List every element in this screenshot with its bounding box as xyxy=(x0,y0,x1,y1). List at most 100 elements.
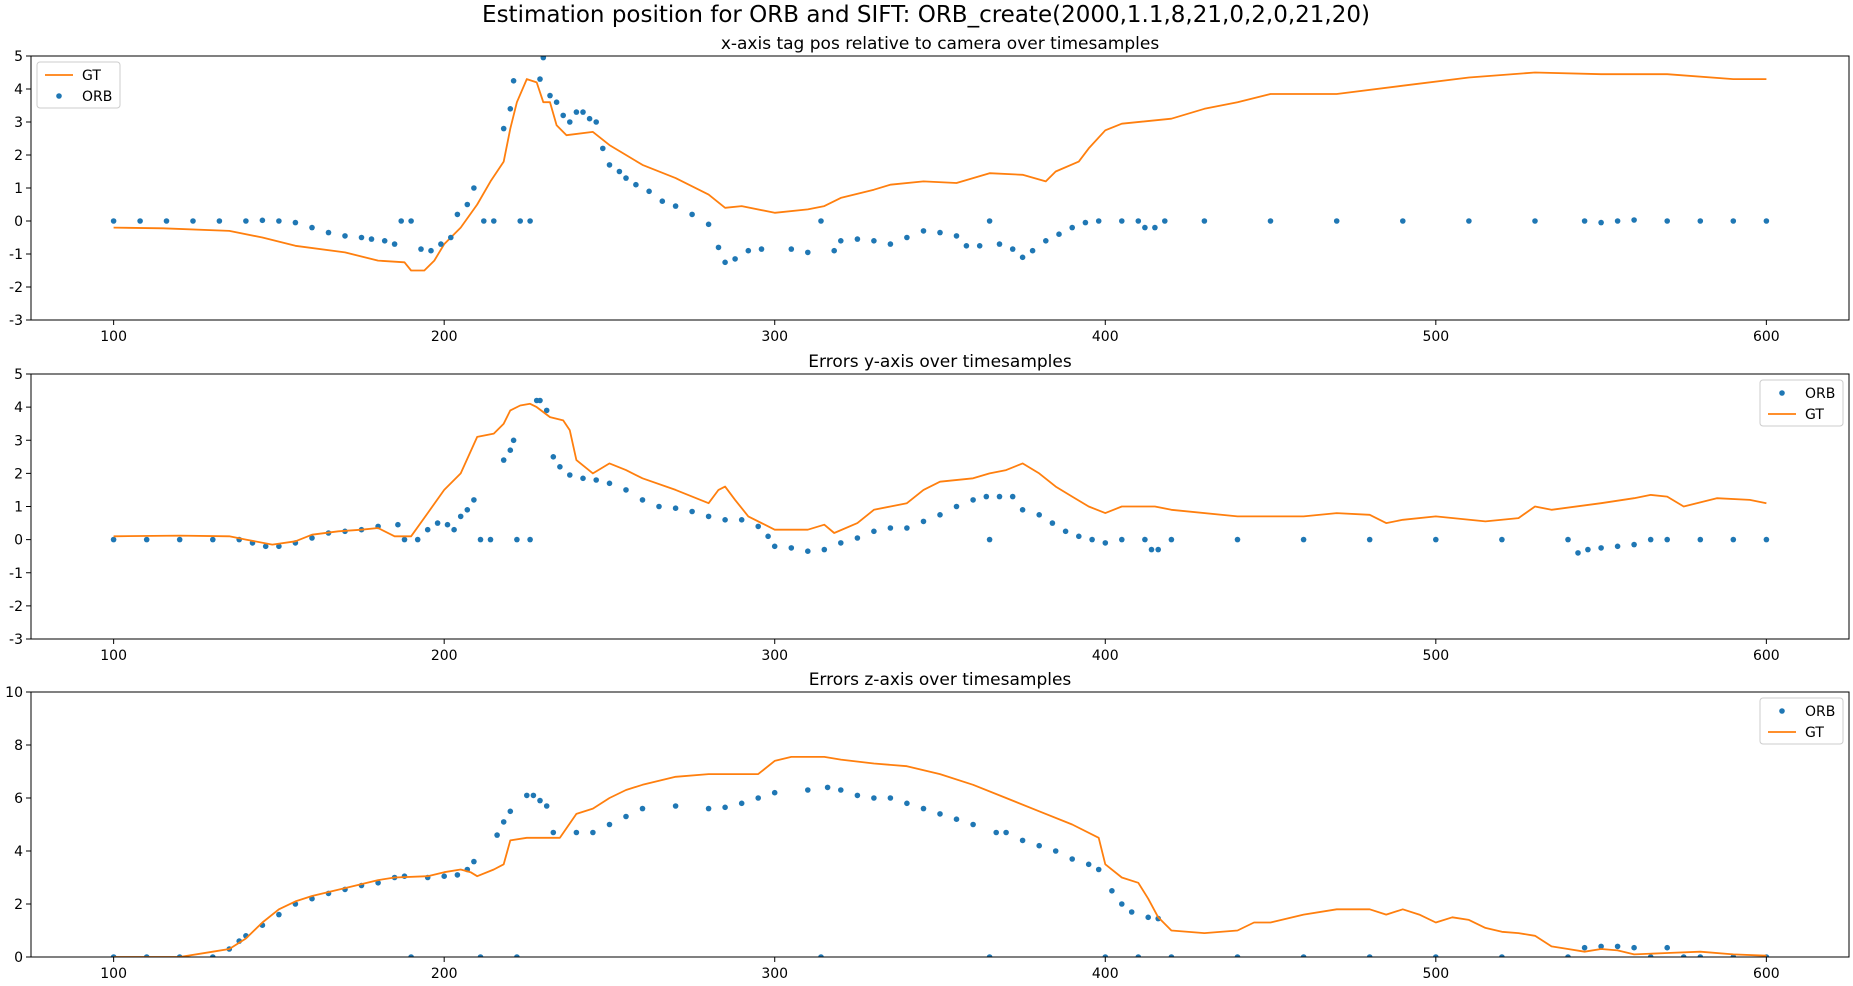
orb-marker xyxy=(110,218,117,224)
orb-marker xyxy=(143,536,150,543)
orb-marker xyxy=(1565,954,1571,957)
orb-marker xyxy=(524,792,530,799)
orb-marker xyxy=(454,211,461,218)
orb-marker xyxy=(993,829,999,836)
orb-marker xyxy=(1043,238,1049,244)
orb-marker xyxy=(1155,546,1161,553)
orb-marker xyxy=(715,244,722,251)
orb-marker xyxy=(471,185,477,191)
subplot-title: Errors z-axis over timesamples xyxy=(809,670,1072,690)
x-tick-label: 200 xyxy=(431,329,458,345)
y-tick-label: -1 xyxy=(9,566,23,582)
x-tick-label: 300 xyxy=(761,329,788,345)
orb-marker xyxy=(765,533,771,540)
orb-marker xyxy=(1135,954,1142,957)
orb-marker xyxy=(904,234,910,241)
orb-marker xyxy=(805,787,811,793)
y-tick-label: 4 xyxy=(14,844,23,860)
legend-label-orb: ORB xyxy=(1805,704,1835,720)
orb-marker xyxy=(464,201,471,208)
orb-marker xyxy=(838,787,844,793)
orb-marker xyxy=(557,464,563,470)
y-tick-label: 10 xyxy=(5,685,23,701)
orb-marker xyxy=(434,520,441,526)
orb-marker xyxy=(887,525,894,531)
orb-marker xyxy=(1168,954,1175,957)
orb-marker xyxy=(418,246,424,252)
orb-marker xyxy=(1598,545,1604,551)
orb-marker xyxy=(1466,218,1472,224)
orb-marker xyxy=(391,241,398,247)
orb-marker xyxy=(514,954,520,957)
orb-marker xyxy=(210,536,216,543)
orb-marker xyxy=(540,56,547,61)
orb-marker xyxy=(494,832,500,838)
orb-marker xyxy=(414,536,421,543)
orb-marker xyxy=(623,813,629,820)
orb-marker xyxy=(758,246,765,252)
x-tick-label: 600 xyxy=(1753,329,1780,345)
orb-marker xyxy=(1076,533,1082,540)
orb-marker xyxy=(441,873,448,879)
orb-marker xyxy=(1052,848,1059,854)
legend: GT ORB xyxy=(36,61,121,109)
orb-marker xyxy=(537,797,543,804)
orb-marker xyxy=(163,218,170,224)
x-tick-label: 300 xyxy=(761,648,788,664)
orb-marker xyxy=(1300,954,1307,957)
x-tick-label: 500 xyxy=(1422,966,1449,982)
orb-marker xyxy=(1162,218,1168,224)
orb-marker xyxy=(623,175,629,181)
orb-marker xyxy=(448,234,454,241)
x-tick-label: 400 xyxy=(1092,648,1119,664)
plot-area xyxy=(110,56,1770,272)
orb-marker xyxy=(639,805,646,812)
orb-marker xyxy=(1135,218,1142,224)
orb-marker xyxy=(567,119,573,125)
orb-marker xyxy=(639,497,646,503)
orb-marker xyxy=(871,795,877,801)
x-tick-label: 100 xyxy=(100,329,127,345)
orb-marker xyxy=(937,512,943,518)
orb-marker xyxy=(705,513,712,520)
orb-marker xyxy=(510,78,517,84)
orb-marker xyxy=(937,229,943,236)
orb-marker xyxy=(705,221,712,228)
y-tick-label: 5 xyxy=(14,49,23,65)
orb-marker xyxy=(805,249,811,256)
orb-marker xyxy=(537,397,543,404)
orb-marker xyxy=(137,218,143,224)
orb-marker xyxy=(1049,520,1056,526)
orb-marker xyxy=(514,536,520,543)
y-tick-label: 0 xyxy=(14,214,23,230)
orb-marker xyxy=(722,259,728,266)
orb-marker xyxy=(1168,536,1175,543)
orb-marker xyxy=(606,821,613,828)
orb-marker xyxy=(722,517,728,523)
orb-marker xyxy=(689,508,695,515)
orb-marker xyxy=(424,526,431,533)
orb-marker xyxy=(1142,536,1148,543)
orb-marker xyxy=(1142,224,1148,231)
orb-marker xyxy=(738,800,745,807)
orb-marker xyxy=(500,819,507,825)
orb-marker xyxy=(593,119,599,125)
orb-marker xyxy=(1089,536,1095,543)
orb-marker xyxy=(477,954,484,957)
orb-marker xyxy=(705,805,712,812)
orb-marker xyxy=(1664,944,1670,951)
orb-marker xyxy=(428,247,434,254)
orb-marker xyxy=(818,954,824,957)
orb-marker xyxy=(358,234,365,241)
orb-marker xyxy=(771,789,778,796)
orb-marker xyxy=(689,211,695,218)
orb-marker xyxy=(986,218,993,224)
orb-marker xyxy=(871,238,877,244)
orb-marker xyxy=(616,168,623,175)
orb-marker xyxy=(1155,915,1161,922)
orb-marker xyxy=(1267,218,1274,224)
orb-marker xyxy=(821,546,828,553)
orb-marker xyxy=(732,256,738,262)
series-markers-orb xyxy=(110,56,1770,266)
orb-marker xyxy=(854,792,861,799)
